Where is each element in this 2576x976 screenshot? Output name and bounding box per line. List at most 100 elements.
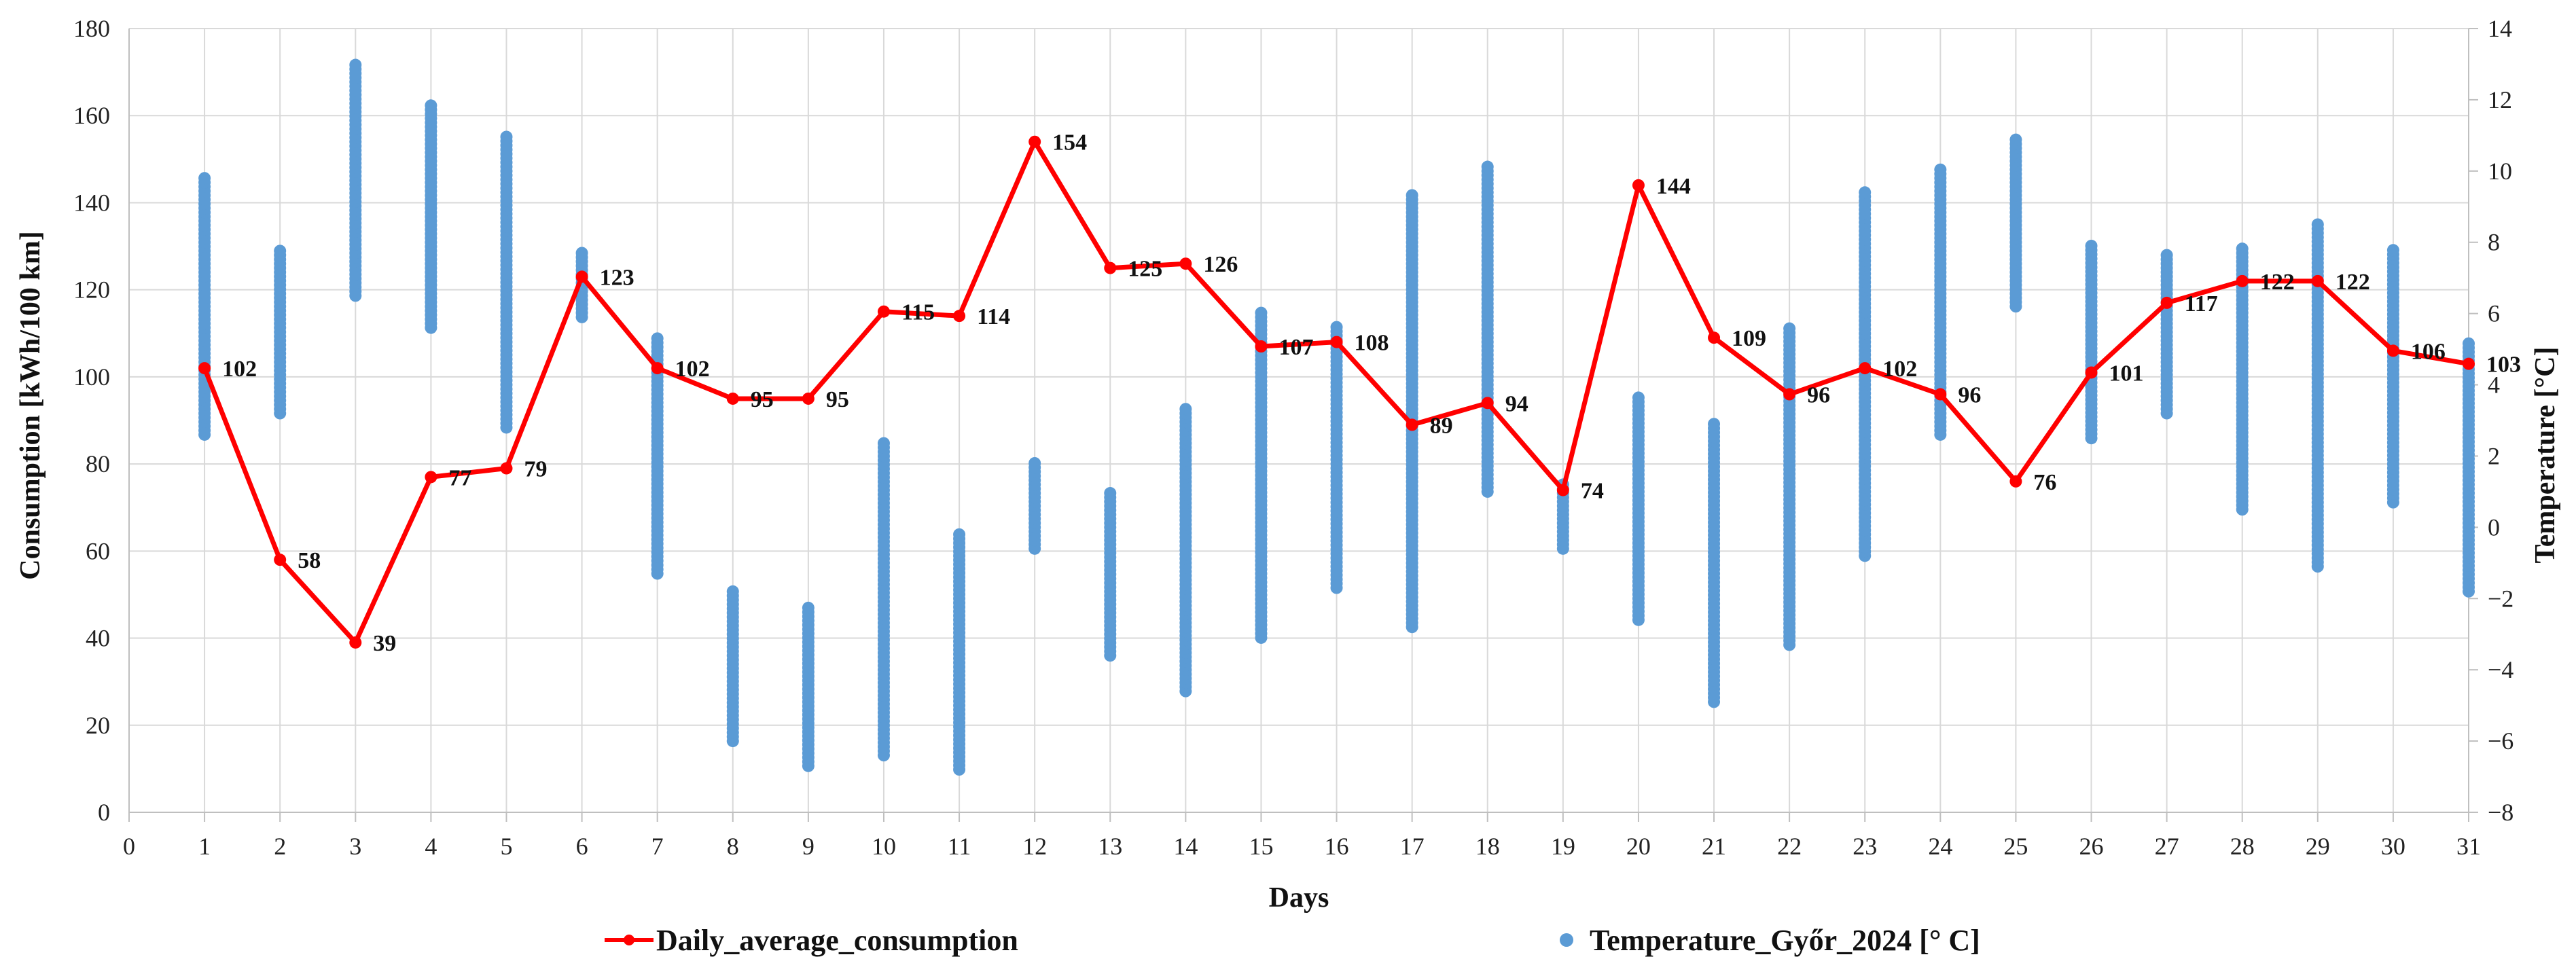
x-tick-label: 0 — [123, 833, 135, 860]
temperature-point — [877, 437, 890, 450]
consumption-data-label: 126 — [1203, 252, 1238, 277]
y-right-tick-label: −2 — [2488, 585, 2514, 612]
temperature-point — [2386, 244, 2399, 257]
consumption-point — [2160, 296, 2173, 309]
x-tick-label: 26 — [2079, 833, 2104, 860]
temperature-point — [500, 130, 513, 143]
consumption-data-label: 102 — [222, 357, 257, 382]
y-left-tick-label: 120 — [73, 276, 110, 304]
temperature-point — [2160, 249, 2173, 261]
legend: Daily_average_consumption Temperature_Gy… — [605, 924, 1980, 957]
consumption-point — [274, 554, 287, 566]
x-tick-label: 2 — [274, 833, 286, 860]
consumption-data-label: 39 — [373, 631, 396, 656]
consumption-point — [425, 471, 437, 484]
y-left-tick-label: 160 — [73, 102, 110, 129]
temperature-point — [2311, 218, 2324, 231]
x-tick-label: 6 — [576, 833, 588, 860]
y-right-tick-label: 8 — [2488, 229, 2500, 256]
legend-label-temperature: Temperature_Győr_2024 [° C] — [1590, 924, 1980, 957]
consumption-data-label: 144 — [1656, 174, 1691, 199]
x-tick-label: 21 — [1702, 833, 1726, 860]
consumption-data-label: 74 — [1581, 479, 1604, 504]
consumption-data-label: 114 — [977, 304, 1010, 329]
temperature-point — [1632, 391, 1645, 404]
consumption-data-label: 94 — [1505, 391, 1528, 416]
x-tick-label: 4 — [425, 833, 437, 860]
x-tick-label: 12 — [1022, 833, 1047, 860]
y-right-tick-label: 4 — [2488, 372, 2500, 399]
x-tick-label: 23 — [1853, 833, 1877, 860]
x-tick-label: 8 — [727, 833, 739, 860]
temperature-point — [953, 528, 966, 541]
temperature-point — [2463, 337, 2475, 350]
consumption-point — [1406, 418, 1418, 431]
x-tick-label: 15 — [1249, 833, 1273, 860]
y-left-tick-label: 180 — [73, 15, 110, 42]
x-tick-label: 20 — [1626, 833, 1651, 860]
legend-line-dot — [624, 935, 634, 945]
consumption-point — [2463, 357, 2475, 370]
temperature-point — [1406, 189, 1418, 202]
consumption-point — [726, 392, 739, 405]
temperature-point — [1028, 456, 1041, 469]
y-axis-right-title: Temperature [°C] — [2530, 347, 2561, 564]
x-tick-label: 3 — [349, 833, 361, 860]
consumption-point — [2311, 274, 2324, 287]
x-tick-label: 28 — [2230, 833, 2255, 860]
consumption-data-label: 122 — [2336, 270, 2370, 295]
y-left-tick-label: 20 — [86, 712, 110, 739]
consumption-data-label: 76 — [2033, 470, 2056, 495]
consumption-data-label: 125 — [1128, 257, 1162, 282]
consumption-point — [1481, 397, 1494, 410]
temperature-point — [1708, 418, 1721, 431]
consumption-point — [1934, 388, 1947, 401]
consumption-data-label: 106 — [2411, 339, 2446, 364]
temperature-point — [1255, 306, 1268, 319]
consumption-point — [1255, 340, 1268, 353]
consumption-point — [2236, 274, 2249, 287]
consumption-point — [1859, 362, 1872, 375]
x-tick-label: 18 — [1475, 833, 1500, 860]
temperature-point — [2236, 242, 2249, 255]
temperature-point — [1934, 163, 1947, 176]
consumption-point — [1028, 135, 1041, 148]
x-tick-label: 31 — [2456, 833, 2481, 860]
x-tick-label: 7 — [651, 833, 664, 860]
consumption-data-label: 101 — [2109, 361, 2144, 386]
x-tick-label: 1 — [198, 833, 211, 860]
consumption-data-label: 123 — [600, 265, 634, 290]
temperature-point — [1481, 160, 1494, 173]
temperature-point — [575, 247, 588, 259]
y-left-tick-label: 0 — [98, 799, 110, 826]
consumption-data-label: 109 — [1732, 326, 1766, 351]
consumption-data-label: 117 — [2185, 291, 2218, 317]
x-tick-label: 5 — [500, 833, 512, 860]
consumption-point — [2085, 366, 2098, 379]
y-right-tick-label: 12 — [2488, 86, 2512, 113]
consumption-data-label: 102 — [1882, 357, 1917, 382]
consumption-point — [1708, 331, 1721, 344]
consumption-point — [1104, 261, 1117, 274]
temperature-point — [2085, 239, 2098, 252]
consumption-data-label: 122 — [2260, 270, 2295, 295]
temperature-point — [198, 172, 211, 185]
consumption-data-label: 154 — [1052, 130, 1087, 156]
x-tick-label: 25 — [2003, 833, 2028, 860]
legend-scatter-dot — [1560, 933, 1573, 947]
x-tick-label: 10 — [872, 833, 896, 860]
y-left-tick-label: 40 — [86, 625, 110, 652]
x-axis-title: Days — [1269, 882, 1329, 914]
consumption-data-label: 107 — [1278, 335, 1313, 360]
consumption-data-label: 58 — [298, 548, 321, 573]
temperature-point — [651, 332, 664, 345]
consumption-point — [575, 270, 588, 283]
x-tick-label: 29 — [2306, 833, 2330, 860]
y-left-tick-label: 60 — [86, 537, 110, 564]
y-right-tick-label: 6 — [2488, 300, 2500, 327]
consumption-data-label: 77 — [448, 465, 471, 490]
temperature-point — [726, 585, 739, 598]
